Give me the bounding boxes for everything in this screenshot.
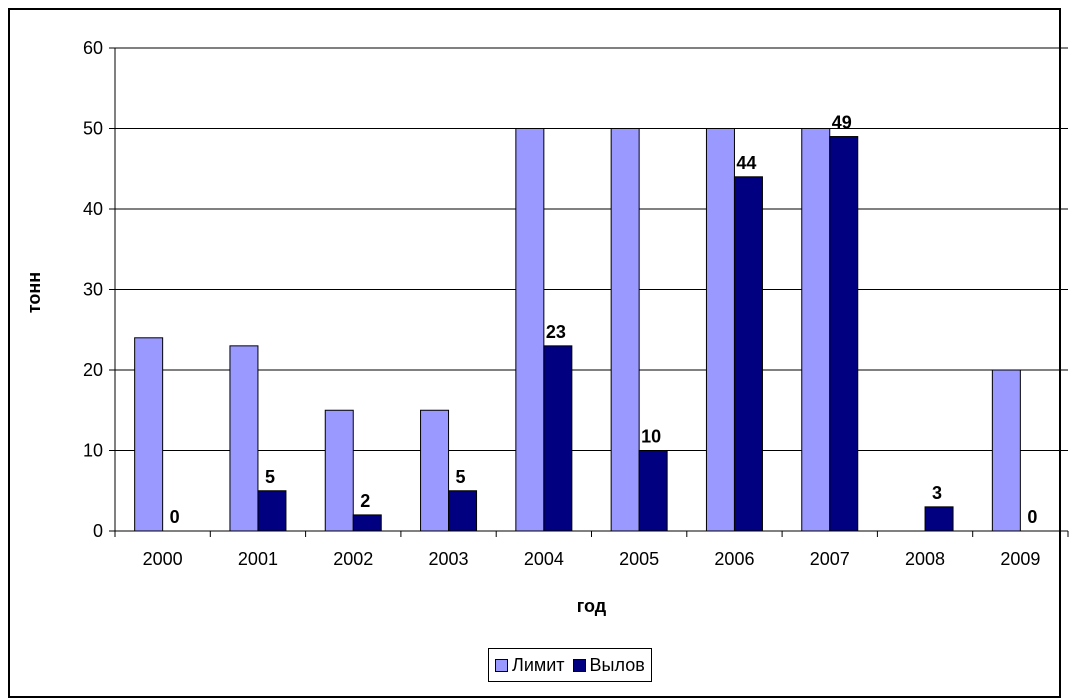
x-axis-title: год	[577, 596, 607, 616]
bar-limit	[324, 409, 354, 532]
x-tick-label: 2007	[810, 549, 850, 569]
bar-limit	[229, 345, 259, 532]
bar-catch	[543, 345, 573, 532]
legend-item-catch: Вылов	[572, 654, 645, 676]
data-label-catch: 0	[1027, 507, 1037, 527]
x-tick-label: 2006	[714, 549, 754, 569]
legend: Лимит Вылов	[488, 648, 652, 682]
bar-catch	[448, 490, 478, 532]
bars	[134, 128, 1021, 532]
bar-catch	[829, 136, 859, 532]
bar-catch	[924, 506, 954, 532]
data-label-catch: 23	[546, 322, 566, 342]
legend-swatch-catch	[572, 658, 586, 672]
gridlines	[115, 47, 1068, 451]
data-label-catch: 2	[360, 491, 370, 511]
bar-limit	[420, 409, 450, 532]
bar-limit	[991, 369, 1021, 532]
bar-catch	[638, 450, 668, 532]
bar-catch	[733, 176, 763, 532]
data-label-catch: 3	[932, 483, 942, 503]
x-tick-label: 2009	[1000, 549, 1040, 569]
x-tick-label: 2004	[524, 549, 564, 569]
x-tick-label: 2001	[238, 549, 278, 569]
data-labels: 0 5 2 5 23 10 44 49 3 0	[170, 113, 1038, 527]
y-tick-label: 0	[93, 521, 103, 541]
y-tick-label: 30	[83, 280, 103, 300]
data-label-catch: 44	[736, 153, 756, 173]
bar-limit	[515, 128, 545, 532]
y-tick-label: 20	[83, 360, 103, 380]
y-tick-label: 50	[83, 119, 103, 139]
y-tick-label: 40	[83, 199, 103, 219]
legend-item-limit: Лимит	[495, 655, 565, 676]
bar-limit	[705, 128, 735, 532]
x-tick-label: 2003	[429, 549, 469, 569]
data-label-catch: 5	[265, 467, 275, 487]
bar-limit	[134, 337, 164, 532]
x-tick-label: 2000	[143, 549, 183, 569]
legend-swatch-limit	[495, 658, 508, 672]
legend-label-limit: Лимит	[512, 654, 565, 675]
legend-label-catch: Вылов	[589, 654, 645, 675]
data-label-catch: 5	[456, 467, 466, 487]
x-tick-label: 2008	[905, 549, 945, 569]
x-tick-label: 2002	[333, 549, 373, 569]
bar-catch	[257, 490, 287, 532]
data-label-catch: 0	[170, 507, 180, 527]
x-tick-label: 2005	[619, 549, 659, 569]
bar-limit	[610, 128, 640, 532]
data-label-catch: 49	[832, 113, 852, 133]
y-tick-label: 10	[83, 441, 103, 461]
y-tick-label: 60	[83, 38, 103, 58]
bar-catch	[352, 514, 382, 532]
data-label-catch: 10	[641, 427, 661, 447]
bar-limit	[801, 128, 831, 532]
y-axis-title: тонн	[24, 272, 44, 313]
